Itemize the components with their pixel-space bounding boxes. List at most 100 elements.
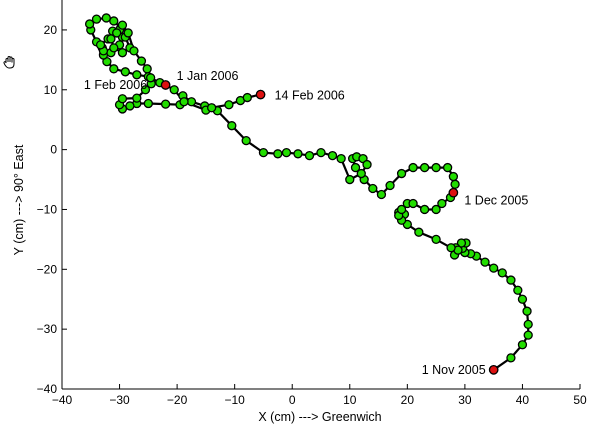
trajectory-point <box>242 92 252 103</box>
date-annotation: 14 Feb 2006 <box>275 89 345 103</box>
trajectory-point <box>160 99 171 109</box>
trajectory-point <box>132 70 142 80</box>
y-tick-label: −40 <box>37 382 58 396</box>
y-tick-label: −10 <box>37 202 58 216</box>
x-tick-label: 30 <box>458 393 472 407</box>
trajectory-point <box>489 263 499 273</box>
trajectory-point <box>84 19 95 29</box>
trajectory-point <box>95 40 106 50</box>
trajectory-point <box>350 162 361 173</box>
trajectory-point <box>143 98 153 109</box>
trajectory-point <box>517 294 528 304</box>
trajectory-point <box>446 243 456 253</box>
trajectory-point <box>106 34 116 44</box>
date-annotation: 1 Dec 2005 <box>464 194 528 208</box>
x-tick-label: 10 <box>343 393 357 407</box>
axes-box <box>61 0 580 390</box>
trajectory-point <box>419 162 430 173</box>
trajectory-point <box>523 330 533 340</box>
trajectory-point <box>431 204 441 215</box>
trajectory-point <box>456 238 467 248</box>
trajectory-point <box>442 162 453 173</box>
trajectory-point <box>336 153 346 164</box>
y-axis-ticks: −40 −30 −20 −10 0 10 20 <box>37 23 67 396</box>
trajectory-point <box>437 198 447 209</box>
x-axis-ticks: −40 −30 −20 −10 0 10 20 30 40 50 <box>52 384 587 407</box>
trajectory-point <box>327 150 338 161</box>
trajectory-point <box>316 147 326 158</box>
y-tick-label: −30 <box>37 322 58 336</box>
trajectory-point <box>117 48 128 58</box>
trajectory-point <box>258 147 269 158</box>
trajectory-point <box>385 180 395 191</box>
trajectory-point <box>140 85 151 95</box>
trajectory-point <box>281 147 292 158</box>
trajectory-point <box>414 227 424 237</box>
trajectory-point <box>376 189 387 200</box>
trajectory-point <box>506 353 516 363</box>
trajectory-point <box>101 13 111 23</box>
trajectory-point <box>117 94 128 104</box>
trajectory-point <box>123 28 133 38</box>
trajectory-point <box>227 121 237 131</box>
trajectory-point <box>109 64 119 74</box>
trajectory-point <box>112 28 122 38</box>
trajectory-point <box>224 100 234 110</box>
trajectory-point <box>356 168 366 179</box>
trajectory-markers <box>84 13 533 375</box>
x-tick-label: 20 <box>401 393 415 407</box>
trajectory-point <box>408 162 418 173</box>
x-tick-label: −10 <box>224 393 245 407</box>
trajectory-point <box>136 56 147 66</box>
trajectory-point <box>431 234 441 245</box>
trajectory-point <box>132 93 142 103</box>
trajectory-line <box>88 16 530 371</box>
x-axis-label: X (cm) ---> Greenwich <box>258 410 381 424</box>
date-marker-point <box>488 364 499 375</box>
hand-cursor-icon <box>3 56 15 69</box>
y-axis-label: Y (cm) ---> 90° East <box>12 144 26 255</box>
trajectory-point <box>273 149 283 159</box>
trajectory-point <box>396 204 407 215</box>
trajectory-point <box>396 168 407 179</box>
date-marker-point <box>160 80 171 90</box>
date-annotation: 1 Nov 2005 <box>422 363 486 377</box>
x-tick-label: −30 <box>109 393 130 407</box>
trajectory-point <box>419 204 430 215</box>
trajectory-point <box>206 103 217 113</box>
trajectory-point <box>129 46 139 56</box>
x-tick-label: 40 <box>516 393 530 407</box>
trajectory-point <box>142 64 152 74</box>
y-tick-label: 20 <box>44 23 58 37</box>
trajectory-point <box>304 150 315 161</box>
date-annotations: 1 Nov 2005 1 Dec 2005 1 Jan 2006 1 Feb 2006… <box>84 69 528 377</box>
y-tick-label: 0 <box>50 143 57 157</box>
trajectory-point <box>497 268 507 278</box>
trajectory-point <box>523 319 533 330</box>
x-tick-label: 50 <box>573 393 587 407</box>
trajectory-point <box>120 67 130 77</box>
trajectory-point <box>117 20 128 30</box>
trajectory-point <box>345 174 355 185</box>
trajectory-point <box>109 16 119 26</box>
x-tick-label: −20 <box>167 393 188 407</box>
trajectory-point <box>408 198 418 209</box>
trajectory-point <box>431 162 441 173</box>
y-tick-label: 10 <box>44 83 58 97</box>
trajectory-point <box>109 43 119 53</box>
trajectory-point <box>522 306 532 316</box>
trajectory-point <box>480 257 490 267</box>
trajectory-point <box>241 135 251 146</box>
date-marker-point <box>255 89 266 100</box>
trajectory-point <box>368 183 378 194</box>
trajectory-point <box>125 101 135 111</box>
date-annotation: 1 Feb 2006 <box>84 78 147 92</box>
trajectory-point <box>293 149 303 159</box>
trajectory-point <box>91 14 102 24</box>
trajectory-point <box>362 159 372 170</box>
trajectory-point <box>448 171 459 182</box>
trajectory-point <box>513 285 523 295</box>
date-annotation: 1 Jan 2006 <box>177 69 239 83</box>
date-marker-point <box>448 187 459 198</box>
